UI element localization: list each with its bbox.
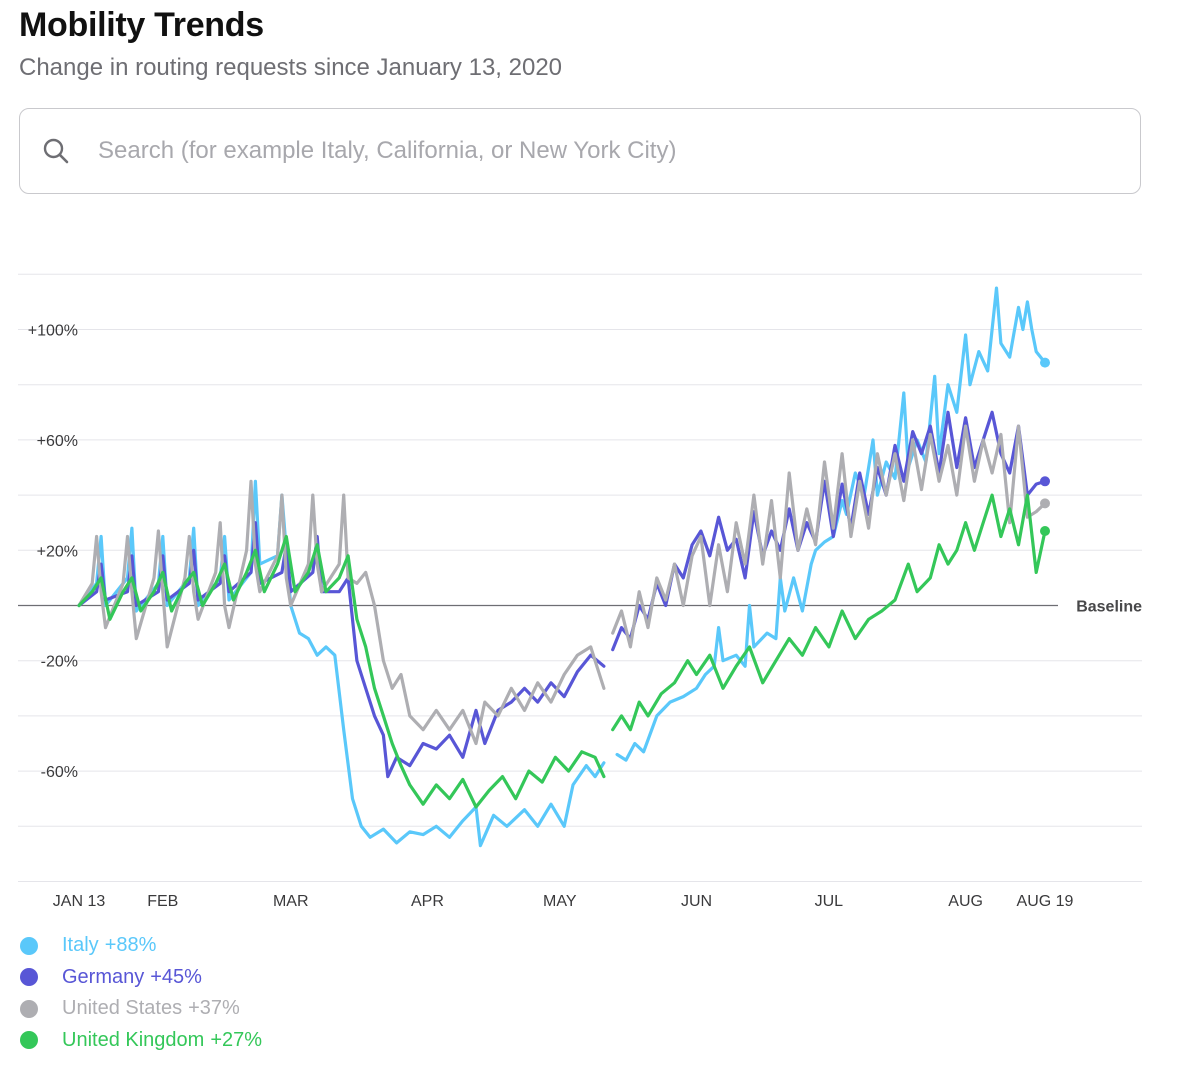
x-tick-label: MAY bbox=[543, 893, 577, 910]
x-tick-label: AUG 19 bbox=[1017, 893, 1074, 910]
series-line-italy bbox=[77, 479, 606, 848]
search-input[interactable] bbox=[96, 120, 1140, 182]
series-end-dot-italy bbox=[1040, 357, 1050, 368]
mobility-chart: +100% +60% +20% -20% -60% Baseline JAN 13 FEB MA… bbox=[18, 273, 1142, 910]
y-tick-label: +60% bbox=[37, 433, 78, 450]
legend-dot bbox=[20, 999, 38, 1018]
legend-item-united-kingdom[interactable]: United Kingdom +27% bbox=[20, 1025, 262, 1057]
series-end-dot-united-kingdom bbox=[1040, 525, 1050, 536]
x-tick-label: JAN 13 bbox=[53, 893, 106, 910]
series-line-germany bbox=[77, 521, 606, 779]
series-end-dot-united-states bbox=[1040, 498, 1050, 509]
series-line-united-states bbox=[611, 424, 1047, 649]
search-icon bbox=[43, 138, 69, 164]
x-tick-label: APR bbox=[411, 893, 444, 910]
series-line-united-kingdom bbox=[77, 534, 606, 809]
search-box[interactable] bbox=[19, 108, 1141, 194]
legend-series-name: Germany bbox=[62, 965, 145, 988]
legend-series-name: United States bbox=[62, 997, 183, 1020]
legend-series-change: +88% bbox=[104, 934, 157, 957]
series-line-united-kingdom bbox=[611, 493, 1047, 732]
legend-dot bbox=[20, 1031, 38, 1050]
y-tick-label: +100% bbox=[28, 323, 78, 340]
x-tick-label: AUG bbox=[948, 893, 983, 910]
legend-item-united-states[interactable]: United States +37% bbox=[20, 993, 262, 1025]
x-tick-label: FEB bbox=[147, 893, 178, 910]
x-tick-label: JUN bbox=[681, 893, 712, 910]
y-tick-label: -20% bbox=[41, 654, 78, 671]
legend-series-name: United Kingdom bbox=[62, 1028, 205, 1051]
legend-dot bbox=[20, 968, 38, 987]
legend-series-change: +45% bbox=[150, 965, 202, 988]
baseline-label: Baseline bbox=[1076, 599, 1142, 616]
x-tick-label: MAR bbox=[273, 893, 309, 910]
series-end-dot-germany bbox=[1040, 476, 1050, 487]
legend-series-change: +27% bbox=[210, 1028, 263, 1051]
legend-series-change: +37% bbox=[188, 997, 240, 1020]
chart-legend: Italy +88% Germany +45% United States +37% Uni… bbox=[20, 930, 262, 1056]
y-tick-label: -60% bbox=[41, 764, 78, 781]
legend-item-germany[interactable]: Germany +45% bbox=[20, 962, 262, 994]
y-tick-label: +20% bbox=[37, 543, 78, 560]
legend-series-name: Italy bbox=[62, 934, 99, 957]
series-line-germany bbox=[611, 410, 1047, 652]
legend-item-italy[interactable]: Italy +88% bbox=[20, 930, 262, 962]
x-tick-label: JUL bbox=[815, 893, 844, 910]
page-subtitle: Change in routing requests since January… bbox=[19, 54, 563, 81]
page-title: Mobility Trends bbox=[19, 6, 264, 44]
legend-dot bbox=[20, 936, 38, 955]
